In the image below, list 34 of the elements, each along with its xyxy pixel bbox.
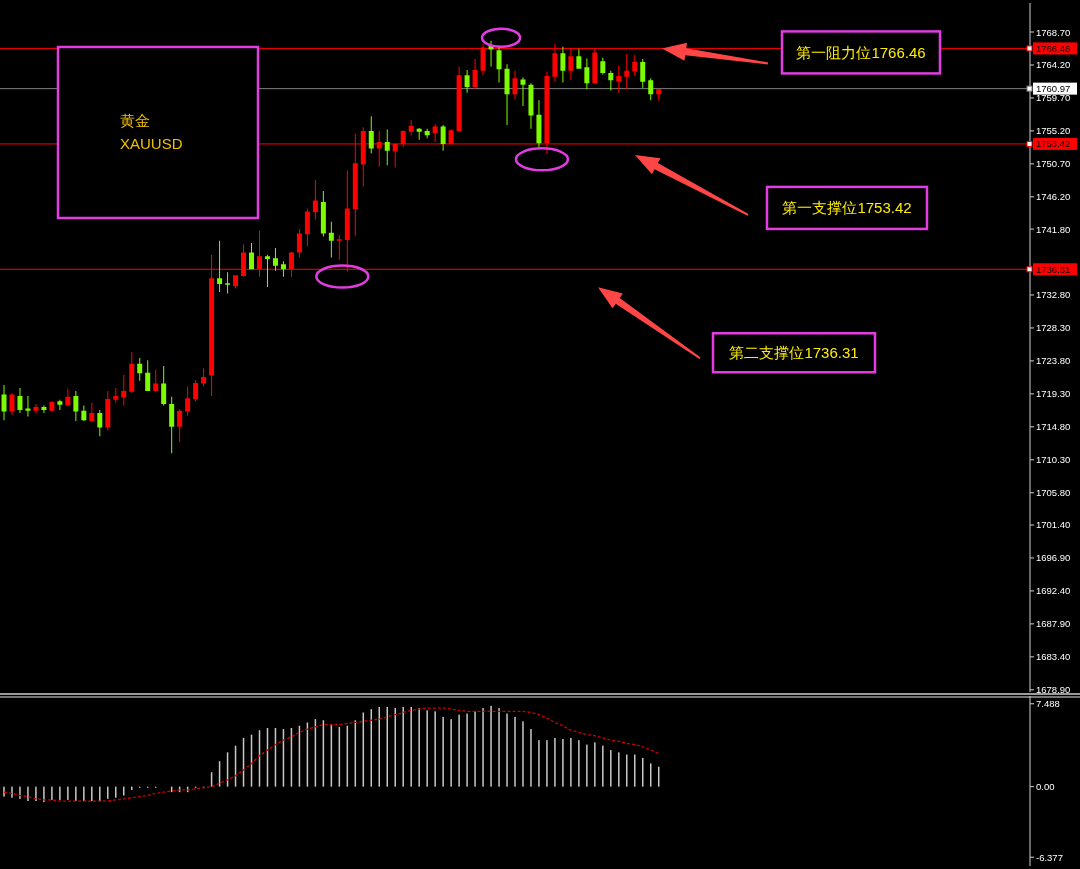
y-tick-label: 1687.90 <box>1036 618 1071 630</box>
ref-line-label: 1766.46 <box>1036 42 1071 54</box>
y-tick-label: 1692.40 <box>1036 585 1071 597</box>
y-tick-label: 1705.80 <box>1036 487 1071 499</box>
ref-line-label: 1760.97 <box>1036 83 1071 95</box>
y-tick-label: 1696.90 <box>1036 552 1071 564</box>
y-tick-label: 1728.30 <box>1036 322 1071 334</box>
y-tick-label: 1750.70 <box>1036 158 1071 170</box>
y-tick-label: 1759.70 <box>1036 92 1071 104</box>
y-tick-label: 7.488 <box>1036 698 1060 710</box>
y-tick-label: 1683.40 <box>1036 651 1071 663</box>
y-tick-label: 1723.80 <box>1036 355 1071 367</box>
price-label: 1736.31 <box>1026 263 1077 276</box>
y-tick-label: 0.00 <box>1036 781 1055 793</box>
y-tick-label: 1755.20 <box>1036 125 1071 137</box>
line-series <box>3 707 660 802</box>
y-tick-label: 1741.80 <box>1036 223 1071 235</box>
y-tick-label: -6.377 <box>1036 851 1063 863</box>
annotation: 第一阻力位1766.46 <box>796 43 926 61</box>
y-tick-label: 1768.70 <box>1036 26 1071 38</box>
price-label: 1766.46 <box>1026 42 1077 55</box>
y-tick-label: 1764.20 <box>1036 59 1071 71</box>
annotation: 第二支撑位1736.31 <box>729 344 859 362</box>
y-tick-label: 1710.30 <box>1036 454 1071 466</box>
y-tick-label: 1678.90 <box>1036 684 1071 696</box>
y-tick-label: 1714.80 <box>1036 421 1071 433</box>
y-tick-label: 1701.40 <box>1036 519 1071 531</box>
y-tick-label: 1719.30 <box>1036 388 1071 400</box>
y-tick-label: 1732.80 <box>1036 289 1071 301</box>
annotation: 黄金 XAUUSD <box>120 111 183 152</box>
ref-line-label: 1736.31 <box>1036 263 1071 275</box>
y-tick-label: 1746.20 <box>1036 191 1071 203</box>
ref-line-label: 1753.42 <box>1036 138 1071 150</box>
annotation: 第一支撑位1753.42 <box>782 199 912 217</box>
